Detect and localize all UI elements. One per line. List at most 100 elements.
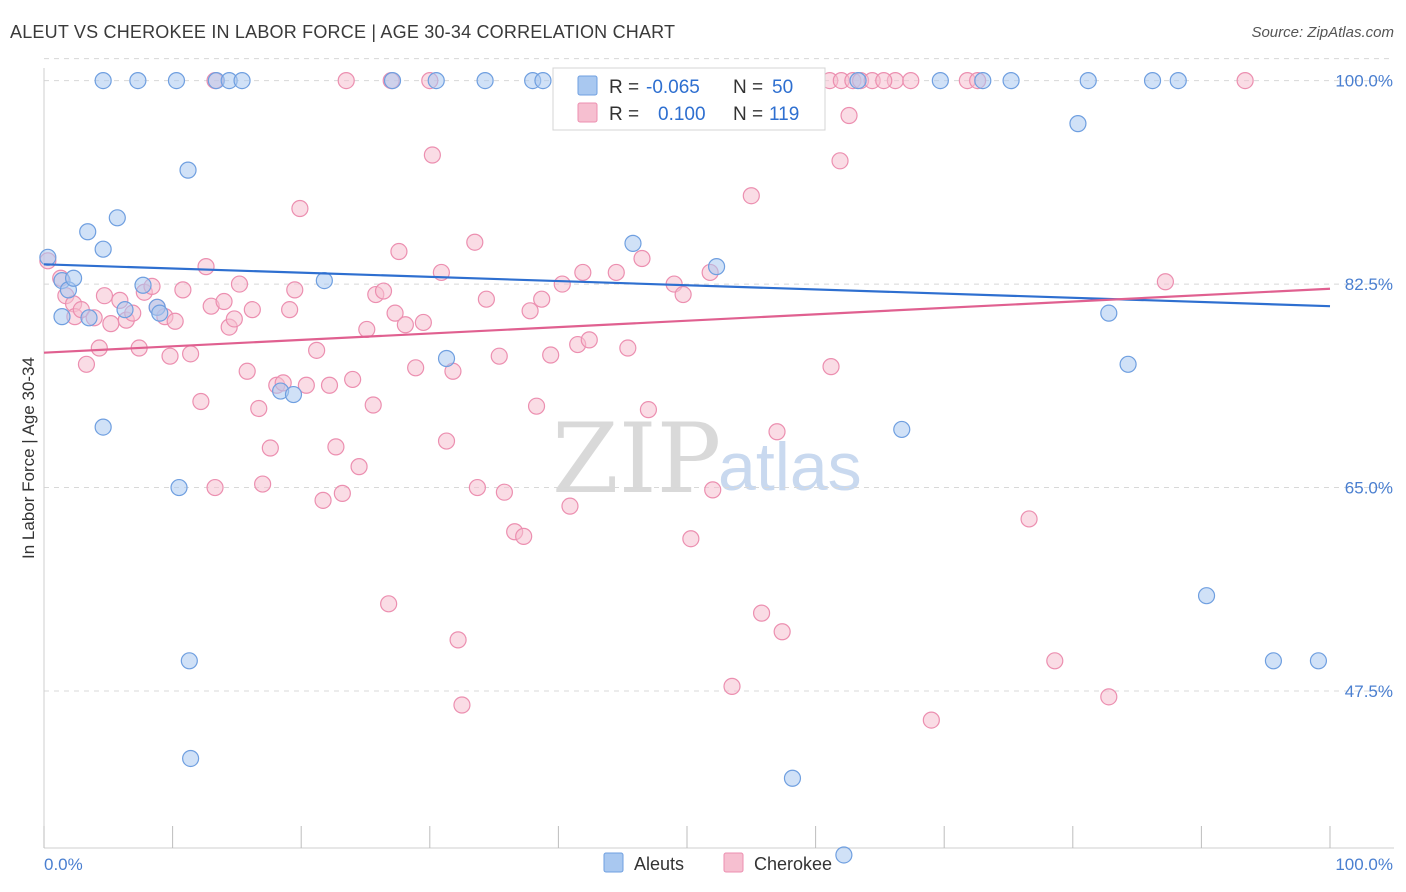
cherokee-point bbox=[466, 233, 484, 251]
cherokee-point bbox=[333, 484, 351, 502]
cherokee-point bbox=[243, 301, 261, 319]
bottom-legend: Aleuts Cherokee bbox=[603, 852, 832, 874]
bottom-legend-label-cherokee: Cherokee bbox=[754, 854, 832, 874]
legend-n-value-aleut: 50 bbox=[772, 77, 793, 98]
aleut-point bbox=[180, 652, 198, 670]
legend-n-value-cherokee: 119 bbox=[769, 104, 799, 125]
cherokee-point bbox=[1100, 688, 1118, 706]
aleut-point bbox=[94, 418, 112, 436]
aleut-point bbox=[170, 478, 188, 497]
cherokee-point bbox=[95, 287, 114, 305]
cherokee-point bbox=[607, 263, 625, 282]
cherokee-point bbox=[768, 423, 786, 441]
cherokee-point bbox=[197, 258, 215, 276]
legend-frame bbox=[552, 67, 826, 131]
cherokee-point bbox=[875, 72, 893, 90]
watermark-atlas: atlas bbox=[718, 429, 862, 505]
y-tick-labels: 47.5% 65.0% 82.5% 100.0% bbox=[1335, 72, 1393, 701]
chart-title: ALEUT VS CHEROKEE IN LABOR FORCE | AGE 3… bbox=[10, 22, 676, 42]
aleut-point bbox=[129, 72, 147, 90]
y-tick-label: 65.0% bbox=[1345, 479, 1393, 498]
cherokee-point bbox=[574, 263, 592, 282]
cherokee-point bbox=[1156, 273, 1174, 291]
cherokee-point bbox=[364, 396, 382, 414]
aleut-point bbox=[534, 72, 552, 90]
cherokee-point bbox=[922, 711, 940, 729]
cherokee-point bbox=[521, 302, 539, 320]
aleut-point bbox=[284, 385, 303, 404]
aleut-point bbox=[79, 223, 97, 241]
cherokee-point bbox=[182, 345, 200, 363]
cherokee-point bbox=[533, 290, 551, 308]
bottom-legend-label-aleut: Aleuts bbox=[634, 854, 684, 874]
aleut-point bbox=[315, 271, 333, 290]
legend-r-value-cherokee: 0.100 bbox=[658, 104, 706, 125]
aleut-point bbox=[1309, 652, 1328, 670]
aleut-point bbox=[94, 240, 112, 258]
legend-r-label-cherokee: R = bbox=[609, 104, 639, 125]
cherokee-point bbox=[527, 397, 546, 415]
aleut-point bbox=[233, 72, 251, 90]
cherokee-point bbox=[261, 439, 279, 457]
aleut-point bbox=[182, 749, 200, 768]
aleut-point bbox=[931, 72, 949, 90]
bottom-legend-swatch-cherokee bbox=[723, 852, 744, 873]
aleut-point bbox=[383, 72, 402, 90]
cherokee-point bbox=[682, 530, 700, 548]
aleut-point bbox=[849, 72, 867, 90]
cherokee-point bbox=[358, 320, 376, 339]
cherokee-point bbox=[542, 346, 560, 364]
cherokee-point bbox=[477, 290, 495, 308]
aleut-point bbox=[624, 234, 642, 252]
bottom-legend-swatch-aleut bbox=[603, 852, 624, 873]
legend-swatch-cherokee bbox=[577, 102, 598, 123]
cherokee-point bbox=[192, 392, 210, 411]
cherokee-point bbox=[423, 146, 441, 164]
cherokee-point bbox=[407, 359, 425, 377]
cherokee-point bbox=[822, 358, 840, 376]
aleut-point bbox=[39, 248, 57, 266]
cherokee-point bbox=[297, 376, 315, 394]
cherokee-point bbox=[77, 355, 96, 373]
aleut-point bbox=[108, 209, 126, 227]
aleut-point bbox=[80, 309, 98, 327]
cherokee-point bbox=[674, 285, 692, 304]
aleut-point bbox=[707, 258, 726, 276]
cherokee-point bbox=[374, 282, 393, 300]
chart-source: Source: ZipAtlas.com bbox=[1251, 24, 1394, 41]
cherokee-point bbox=[174, 281, 192, 299]
cherokee-point bbox=[230, 275, 249, 293]
cherokee-point bbox=[390, 242, 408, 261]
cherokee-point bbox=[840, 106, 858, 125]
aleut-point bbox=[783, 769, 802, 787]
aleut-point bbox=[476, 72, 494, 90]
watermark: ZIP atlas bbox=[552, 403, 862, 515]
cherokee-point bbox=[327, 438, 345, 456]
cherokee-point bbox=[386, 304, 404, 322]
cherokee-point bbox=[225, 310, 243, 328]
aleut-point bbox=[893, 420, 911, 439]
cherokee-point bbox=[773, 623, 791, 641]
cherokee-point bbox=[308, 341, 326, 359]
y-tick-label: 82.5% bbox=[1345, 275, 1393, 294]
aleut-point bbox=[179, 161, 197, 179]
aleut-point bbox=[151, 304, 169, 322]
cherokee-point bbox=[350, 458, 368, 476]
cherokee-point bbox=[619, 339, 637, 357]
legend-n-label-aleut: N = bbox=[733, 77, 763, 98]
aleut-point bbox=[53, 308, 71, 326]
aleut-point bbox=[1143, 72, 1162, 90]
aleut-point bbox=[94, 72, 112, 90]
cherokee-point bbox=[515, 527, 533, 545]
legend-box: R = -0.065 N = 50 R = 0.100 N = 119 bbox=[552, 67, 826, 131]
x-tick-label-max: 100.0% bbox=[1335, 855, 1393, 874]
cherokee-point bbox=[215, 292, 233, 311]
cherokee-point bbox=[286, 281, 304, 299]
cherokee-point bbox=[742, 187, 760, 205]
cherokee-point bbox=[553, 275, 571, 293]
cherokee-point bbox=[902, 72, 920, 90]
cherokee-point bbox=[490, 347, 508, 365]
aleut-point bbox=[1002, 72, 1020, 90]
x-tick-label-min: 0.0% bbox=[44, 855, 83, 874]
